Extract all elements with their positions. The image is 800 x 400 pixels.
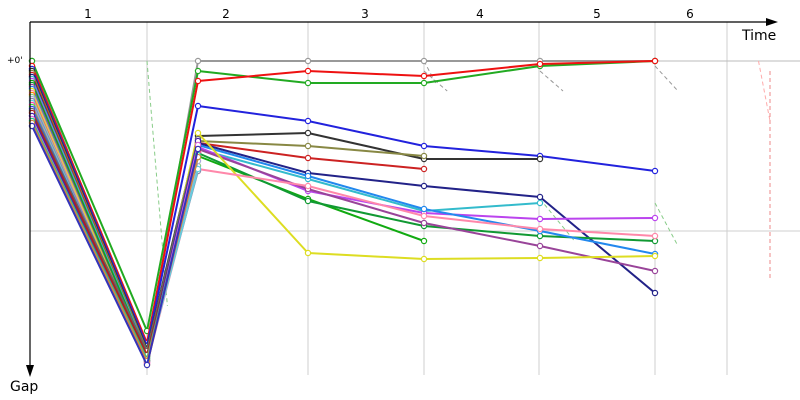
series-point [420, 212, 428, 220]
series-point [420, 57, 428, 65]
series-point [304, 197, 312, 205]
pit-stop-line [146, 60, 168, 307]
lap-labels: 1 2 3 4 5 6 [84, 7, 694, 21]
series-point [420, 237, 428, 245]
series-point [420, 152, 428, 160]
x-axis-label: Time [741, 28, 776, 44]
lap-label: 4 [476, 7, 484, 21]
series-point [304, 67, 312, 75]
series-point [536, 155, 544, 163]
series-point [304, 129, 312, 137]
series-lines [28, 57, 659, 369]
series-point [304, 182, 312, 190]
series-point [651, 267, 659, 275]
series-point [536, 215, 544, 223]
series-point [304, 154, 312, 162]
pit-stop-line [539, 70, 564, 92]
series-point [194, 67, 202, 75]
pit-stop-line [539, 198, 575, 242]
series-point [651, 252, 659, 260]
series-point [420, 142, 428, 150]
series-point [651, 167, 659, 175]
y-axis-arrow [26, 365, 34, 377]
series-point [194, 77, 202, 85]
series-point [304, 57, 312, 65]
series-point [194, 57, 202, 65]
series-line [31, 70, 540, 350]
series-point [304, 172, 312, 180]
lap-label: 2 [222, 7, 230, 21]
lap-label: 5 [593, 7, 601, 21]
series-point [536, 242, 544, 250]
series-point [420, 79, 428, 87]
series-point [143, 361, 151, 369]
lap-label: 1 [84, 7, 92, 21]
series-point [420, 205, 428, 213]
series-point [304, 117, 312, 125]
pit-stop-line [654, 65, 679, 92]
pit-stop-line [758, 60, 771, 122]
y-tick-label: +0' [7, 56, 23, 66]
series-point [651, 57, 659, 65]
series-point [420, 219, 428, 227]
series-point [194, 129, 202, 137]
series-point [420, 165, 428, 173]
pit-lines [146, 60, 771, 307]
series-point [536, 199, 544, 207]
series-point [194, 145, 202, 153]
pit-stop-line [654, 202, 679, 247]
series-point [420, 255, 428, 263]
series-point [536, 225, 544, 233]
series-point [536, 254, 544, 262]
y-axis-label: Gap [10, 379, 38, 395]
series-point [536, 60, 544, 68]
series-point [194, 102, 202, 110]
series-point [304, 142, 312, 150]
series-point [420, 72, 428, 80]
lap-label: 3 [361, 7, 369, 21]
series-point [651, 289, 659, 297]
series-point [536, 193, 544, 201]
axes: Time Gap +0' [7, 18, 778, 395]
lap-label: 6 [686, 7, 694, 21]
series-point [304, 249, 312, 257]
series-point [304, 79, 312, 87]
series-point [651, 232, 659, 240]
series-point [651, 214, 659, 222]
x-axis-arrow [766, 18, 778, 26]
series-point [420, 182, 428, 190]
